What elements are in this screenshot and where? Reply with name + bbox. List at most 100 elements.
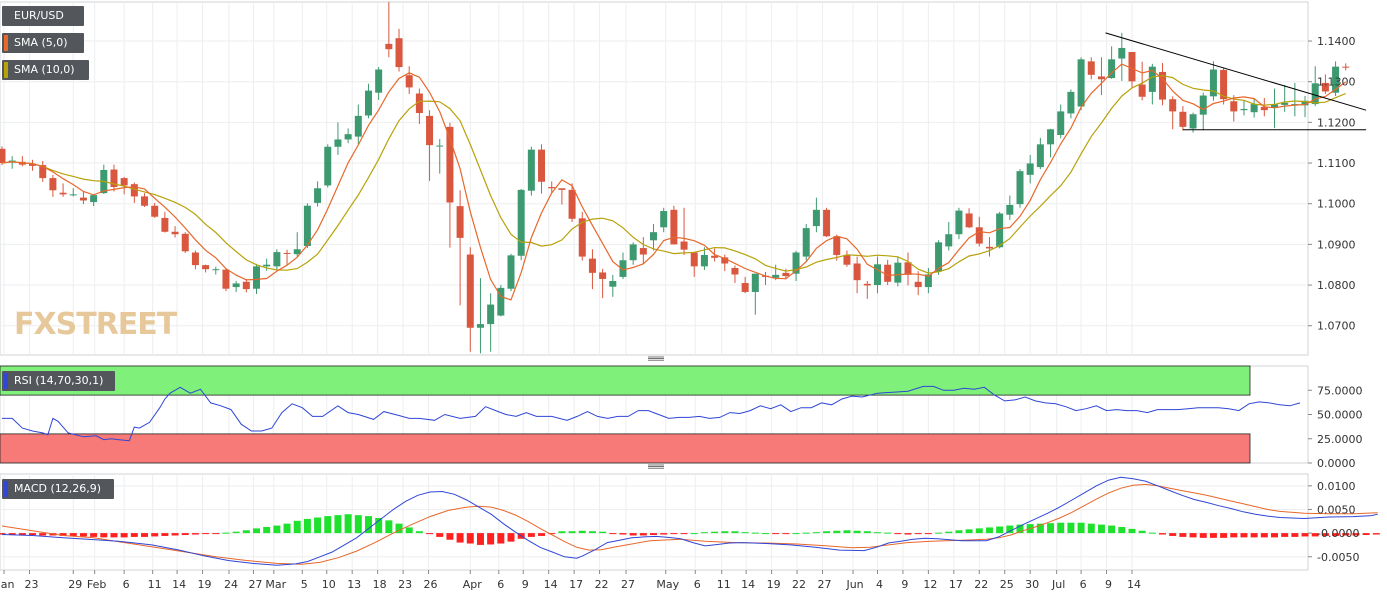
candle-body (344, 134, 352, 140)
candle-body (1138, 84, 1146, 97)
x-tick-label: 17 (569, 578, 583, 591)
x-tick-label: 17 (949, 578, 963, 591)
candle-body (884, 264, 892, 282)
macd-histogram-bar (833, 530, 841, 534)
candle-body (853, 263, 861, 281)
macd-histogram-bar (568, 531, 576, 534)
rsi-overbought-zone (0, 365, 1251, 396)
macd-histogram-bar (873, 532, 881, 534)
candle (364, 83, 372, 119)
legend-sma10[interactable]: SMA (10,0) (2, 60, 89, 80)
macd-histogram-bar (853, 530, 861, 534)
candle (222, 267, 230, 292)
macd-histogram-bar (293, 520, 301, 534)
macd-histogram-bar (1199, 533, 1207, 538)
panel-resize-handle[interactable] (648, 464, 664, 469)
candle-body (578, 218, 586, 257)
candle (924, 267, 932, 294)
candle-body (405, 75, 413, 88)
macd-histogram-bar (721, 531, 729, 534)
candle (894, 256, 902, 287)
candle (558, 188, 566, 205)
legend-macd[interactable]: MACD (12,26,9) (2, 479, 114, 499)
panel-resize-handle[interactable] (648, 356, 664, 361)
candle (354, 104, 362, 145)
candle-body (364, 90, 372, 116)
macd-histogram-bar (303, 518, 311, 534)
x-tick-label: 12 (923, 578, 937, 591)
macd-histogram-bar (527, 533, 535, 537)
candle (263, 258, 271, 271)
candle (945, 222, 953, 251)
candle-body (812, 209, 820, 227)
legend-sma5[interactable]: SMA (5,0) (2, 33, 84, 53)
x-tick-label: May (656, 578, 679, 591)
candle (1138, 61, 1146, 101)
candle-body (1230, 101, 1238, 112)
candle (151, 202, 159, 218)
candle-body (334, 139, 342, 147)
legend-eurusd-swatch (4, 8, 8, 24)
x-tick-label: 22 (792, 578, 806, 591)
candle-body (975, 227, 983, 244)
macd-histogram-bar (497, 533, 505, 544)
macd-histogram-bar (151, 533, 159, 537)
macd-histogram-bar (364, 516, 372, 534)
macd-histogram-bar (8, 533, 16, 535)
macd-histogram-bar (324, 516, 332, 534)
macd-histogram-bar (507, 533, 515, 542)
macd-histogram-bar (985, 527, 993, 534)
candle-body (1036, 144, 1044, 168)
candle (426, 110, 434, 181)
x-tick-label: Mar (265, 578, 286, 591)
candle-body (721, 257, 729, 264)
macd-histogram-bar (263, 526, 271, 534)
x-tick-label: 26 (424, 578, 438, 591)
candle-body (996, 213, 1004, 248)
price-y-label: 1.1200 (1317, 116, 1356, 129)
legend-rsi[interactable]: RSI (14,70,30,1) (2, 371, 115, 391)
candle-body (120, 178, 128, 186)
candle (833, 234, 841, 261)
rsi-line (2, 385, 1301, 442)
macd-histogram-bar (670, 533, 678, 535)
candle (375, 67, 383, 101)
candle (792, 250, 800, 281)
candle (202, 264, 210, 273)
macd-histogram-bar (1057, 522, 1065, 534)
price-y-label: 1.1400 (1317, 35, 1356, 48)
axes: Jan2329Feb61114192427Mar51013182326Apr69… (0, 35, 1363, 591)
macd-histogram-bar (1240, 533, 1248, 538)
candle (1016, 169, 1024, 208)
macd-histogram-bar (354, 515, 362, 534)
candle-body (426, 115, 434, 146)
candle (141, 193, 149, 207)
macd-histogram-bar (1097, 524, 1105, 534)
macd-histogram-bar (1311, 533, 1319, 537)
x-tick-label: Feb (87, 578, 106, 591)
candle (1240, 100, 1248, 116)
macd-histogram-bar (1271, 533, 1278, 538)
candle-body (39, 165, 47, 179)
macd-histogram-bar (548, 533, 556, 535)
candle (334, 122, 342, 155)
legend-eurusd[interactable]: EUR/USD (2, 6, 84, 26)
candle (904, 252, 912, 286)
macd-histogram-bar (1220, 533, 1228, 538)
macd-histogram-bar (385, 520, 393, 534)
chart-marks (0, 2, 1380, 566)
candle-body (1281, 102, 1289, 105)
candle-body (1006, 204, 1014, 215)
macd-histogram-bar (1352, 533, 1360, 536)
macd-histogram-bar (59, 533, 67, 536)
candle-body (1016, 171, 1024, 205)
macd-histogram-bar (130, 533, 138, 537)
macd-histogram-bar (1148, 532, 1156, 534)
macd-histogram-bar (1362, 533, 1370, 536)
candle-body (1260, 106, 1268, 111)
x-tick-label: 14 (741, 578, 755, 591)
candle-body (222, 269, 230, 289)
macd-histogram-bar (802, 532, 810, 534)
legend-rsi-swatch (4, 373, 8, 389)
